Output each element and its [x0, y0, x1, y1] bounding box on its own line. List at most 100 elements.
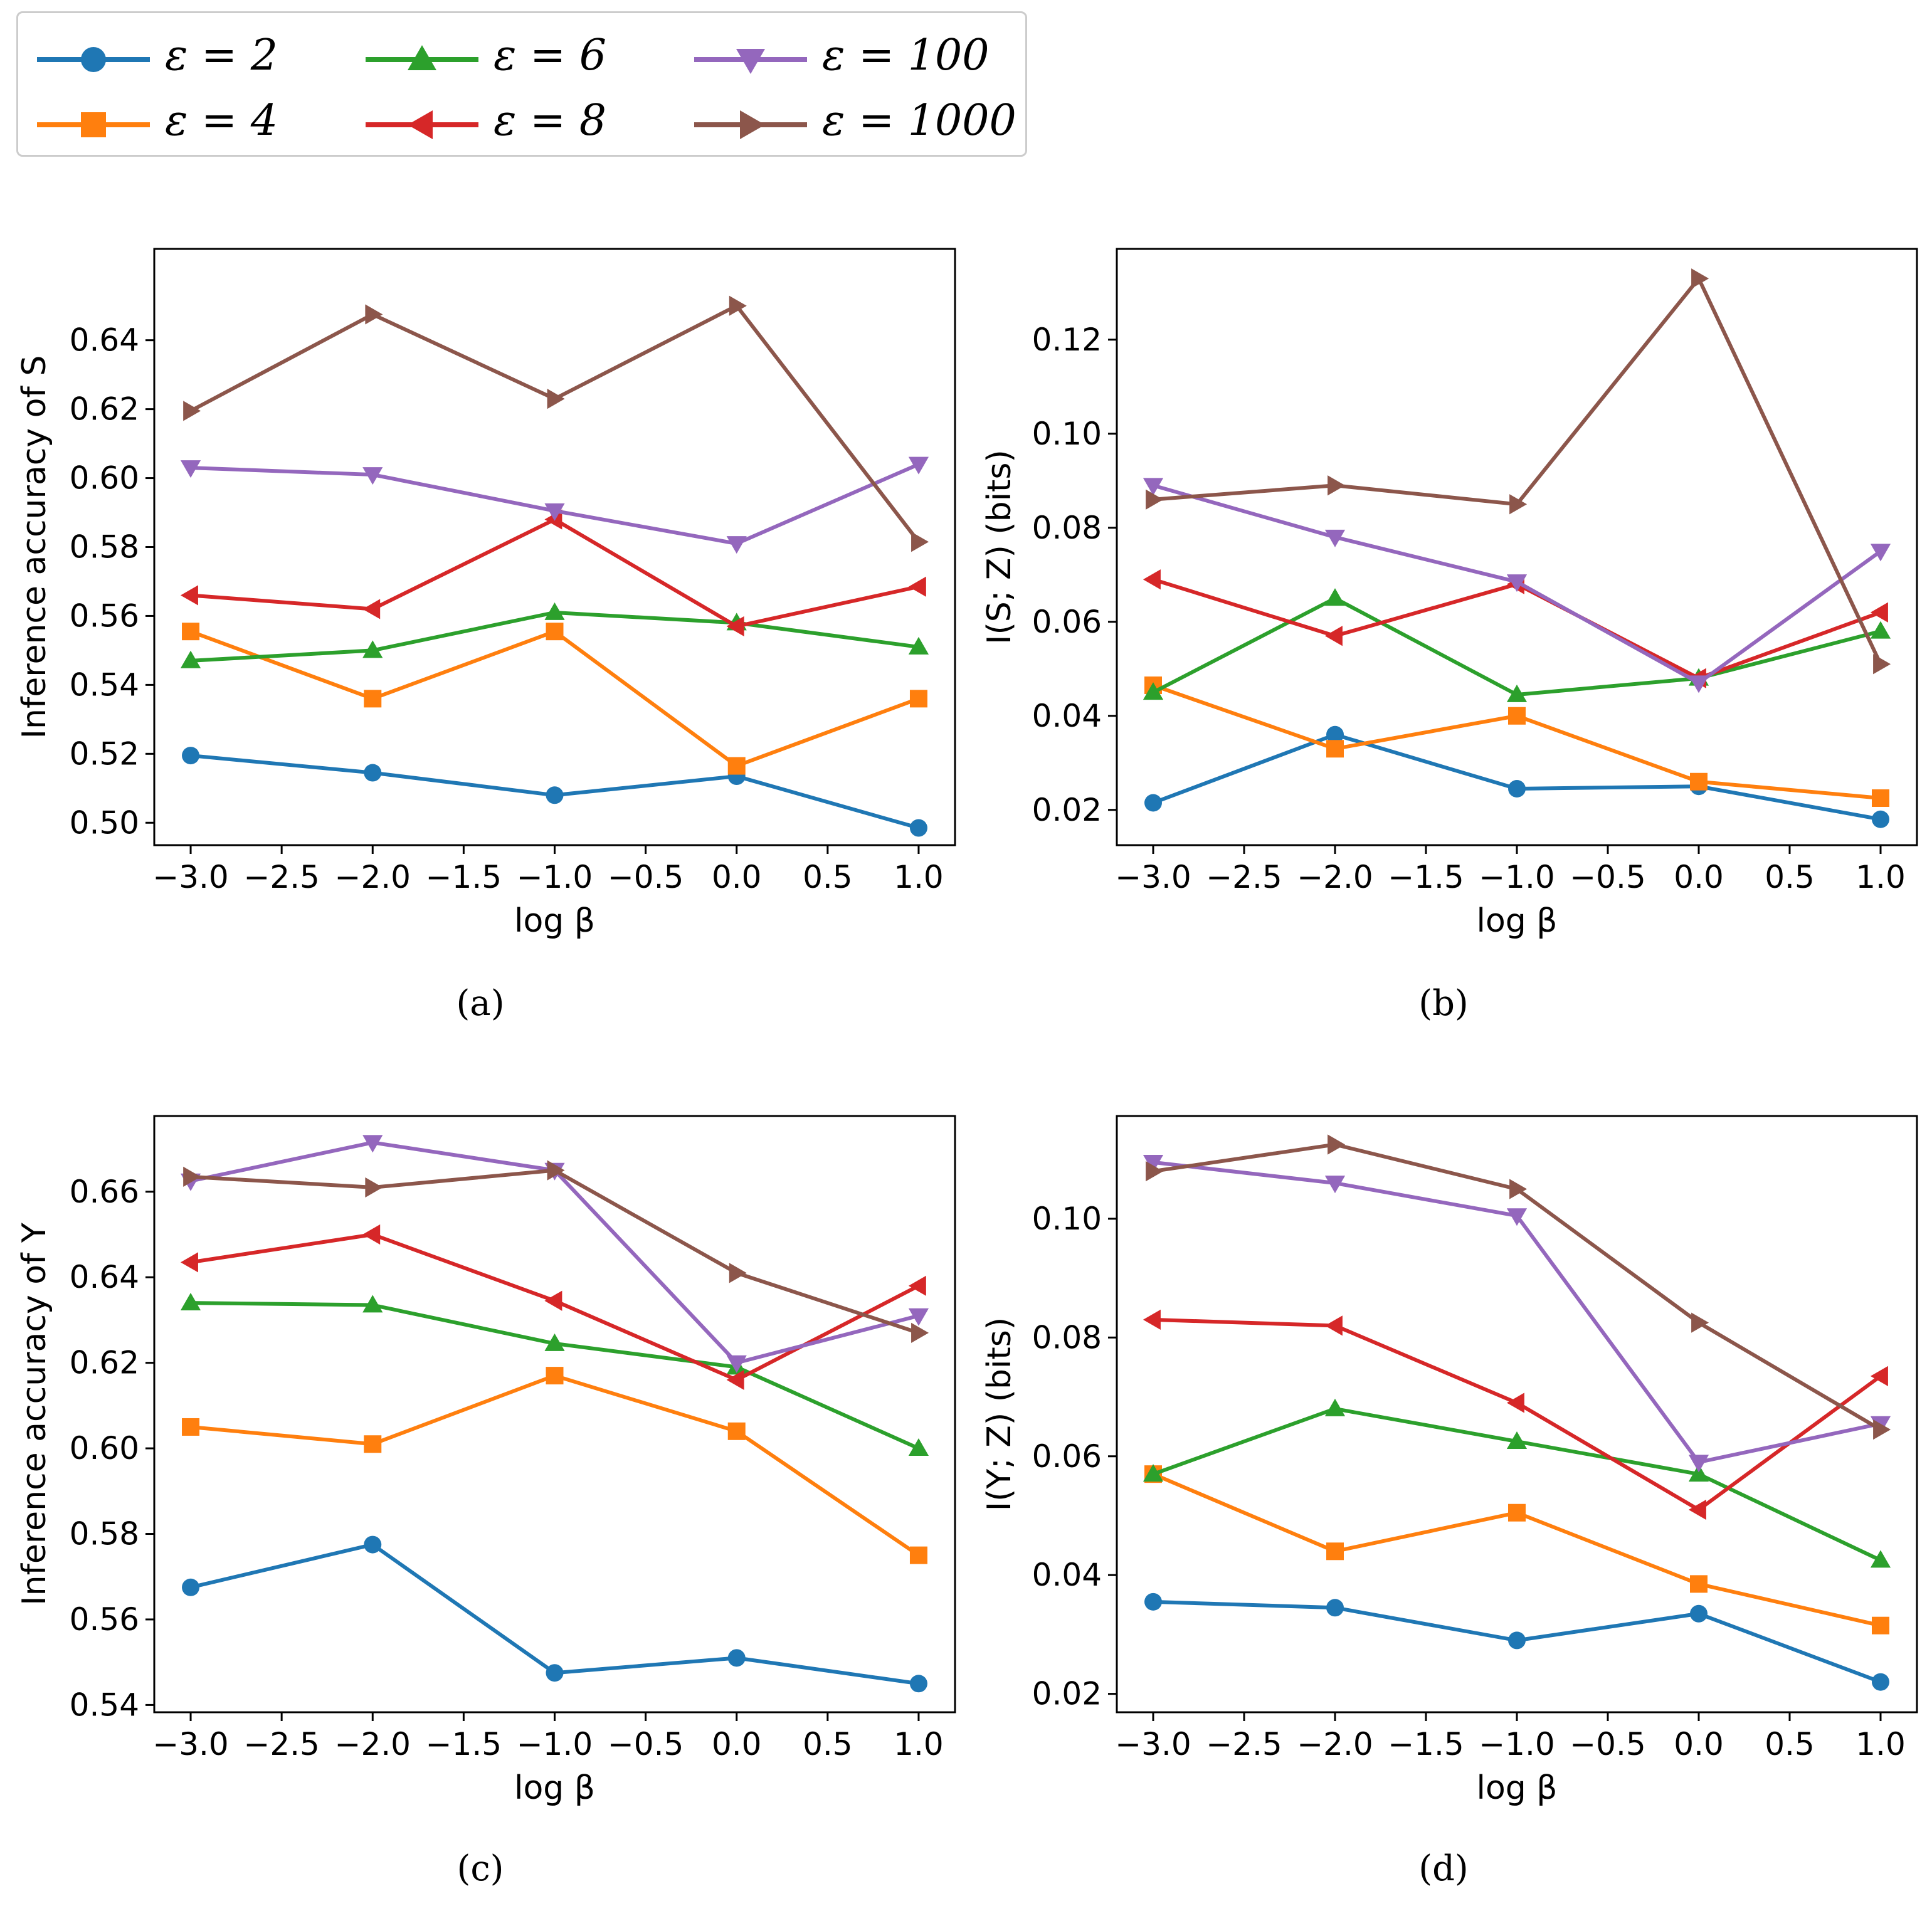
data-point: [183, 1166, 201, 1187]
series-line: [190, 629, 919, 768]
data-point: [1324, 529, 1346, 547]
series-eps-100: [1143, 1154, 1891, 1473]
plot-frame: [153, 1115, 956, 1714]
data-point: [1508, 780, 1526, 798]
data-point: [727, 1422, 746, 1440]
data-point: [911, 532, 929, 552]
data-point: [908, 1438, 929, 1456]
x-tick-label: −0.5: [608, 1726, 684, 1762]
data-point: [1508, 707, 1526, 725]
data-point: [1506, 1392, 1524, 1413]
data-point: [1324, 1315, 1343, 1336]
series-eps-2: [182, 747, 927, 837]
data-point: [365, 304, 383, 325]
y-tick-label: 0.56: [70, 598, 139, 634]
y-tick-label: 0.12: [1032, 322, 1102, 358]
series-eps-6: [1143, 1398, 1891, 1568]
data-point: [1688, 1455, 1709, 1473]
data-point: [1873, 1419, 1891, 1440]
data-point: [364, 1535, 382, 1554]
legend-label: ε = 2: [165, 31, 278, 80]
x-tick-label: −2.0: [1297, 859, 1373, 895]
y-tick-label: 0.06: [1032, 1438, 1102, 1475]
series-eps-8: [1143, 1309, 1888, 1520]
data-point: [1508, 1503, 1526, 1522]
panel-b: −3.0 −2.5 −2.0 −1.5 −1.0 −0.5 0.0 0.5 1.0 0.02 0.0…: [981, 248, 1918, 940]
x-tick-label: 0.5: [1765, 859, 1815, 895]
data-point: [362, 1135, 383, 1153]
y-tick-label: 0.54: [70, 1687, 139, 1723]
series-eps-1000: [1146, 1134, 1891, 1440]
y-tick-label: 0.54: [70, 666, 139, 703]
legend-marker: [736, 49, 765, 74]
data-point: [1324, 1398, 1346, 1416]
data-point: [1326, 1599, 1344, 1617]
data-point: [1508, 1631, 1526, 1650]
x-tick-label: −1.5: [426, 1726, 502, 1762]
x-tick-label: −0.5: [1570, 1726, 1645, 1762]
data-point: [1144, 1592, 1162, 1611]
series-line: [1153, 276, 1882, 665]
series-eps-2: [1144, 725, 1889, 828]
data-point: [1326, 740, 1344, 758]
plot-frame: [1116, 1115, 1918, 1714]
x-tick-label: 0.5: [1765, 1726, 1815, 1762]
data-point: [909, 819, 927, 837]
data-point: [1870, 1550, 1891, 1568]
plot-frame: [1116, 248, 1918, 846]
x-tick-label: 0.0: [712, 1726, 762, 1762]
y-tick-label: 0.60: [70, 1430, 139, 1466]
data-point: [909, 1546, 927, 1564]
data-point: [1143, 569, 1161, 590]
x-tick-label: 0.0: [712, 859, 762, 895]
x-tick-label: −1.0: [1479, 1726, 1555, 1762]
x-tick-label: 1.0: [894, 1726, 944, 1762]
y-tick-label: 0.08: [1032, 1319, 1102, 1356]
data-point: [364, 690, 382, 708]
data-point: [544, 1290, 562, 1311]
legend-marker: [81, 47, 106, 72]
legend-marker: [408, 110, 433, 139]
data-point: [547, 389, 565, 409]
data-point: [364, 1435, 382, 1453]
data-point: [1324, 626, 1343, 646]
data-point: [726, 536, 747, 554]
data-point: [547, 1160, 565, 1181]
x-tick-label: −1.0: [517, 1726, 593, 1762]
caption-a: (a): [456, 983, 505, 1024]
y-tick-label: 0.10: [1032, 1201, 1102, 1237]
plot-frame: [153, 248, 956, 846]
legend-entry-eps-8: ε = 8: [356, 92, 682, 149]
data-point: [1506, 684, 1528, 702]
series-eps-4: [1144, 1465, 1889, 1635]
x-tick-label: −3.0: [1115, 859, 1191, 895]
x-tick-label: −2.5: [1206, 859, 1282, 895]
series-eps-1000: [183, 1160, 929, 1343]
data-point: [729, 1263, 747, 1283]
data-point: [365, 1177, 383, 1198]
y-tick-label: 0.02: [1032, 1676, 1102, 1712]
panel-a: −3.0 −2.5 −2.0 −1.5 −1.0 −0.5 0.0 0.5 1.0 0.50 0.5…: [16, 248, 956, 940]
data-point: [909, 690, 927, 708]
data-point: [1691, 1312, 1709, 1333]
data-point: [1506, 574, 1528, 592]
y-tick-label: 0.60: [70, 460, 139, 497]
data-point: [180, 585, 198, 606]
legend-label: ε = 6: [494, 31, 606, 80]
y-tick-label: 0.10: [1032, 416, 1102, 452]
data-point: [1143, 478, 1164, 496]
panel-d: −3.0 −2.5 −2.0 −1.5 −1.0 −0.5 0.0 0.5 1.0 0.02 0.0…: [981, 1115, 1918, 1807]
data-point: [1872, 1673, 1889, 1691]
data-point: [727, 757, 746, 775]
x-tick-label: −3.0: [152, 1726, 228, 1762]
data-point: [362, 1224, 381, 1245]
y-tick-label: 0.50: [70, 804, 139, 841]
legend-swatch: [694, 49, 807, 74]
y-tick-label: 0.04: [1032, 698, 1102, 734]
series-eps-100: [1143, 478, 1891, 693]
series-line: [1153, 1160, 1881, 1465]
legend-marker: [81, 112, 106, 137]
y-tick-label: 0.04: [1032, 1557, 1102, 1593]
series-line: [190, 1374, 920, 1557]
legend-entry-eps-2: ε = 2: [27, 27, 353, 83]
